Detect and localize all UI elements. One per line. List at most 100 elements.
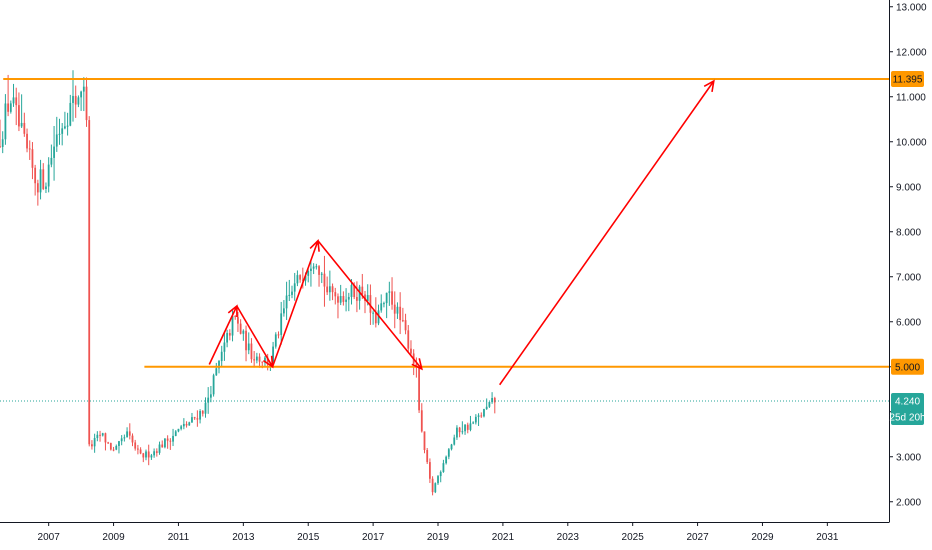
- candle: [180, 424, 183, 431]
- time-axis[interactable]: 2007 2009 2011 2013 2015 2017 2019 2021 2023 2025…: [38, 522, 839, 543]
- candle: [153, 448, 156, 458]
- candle: [123, 434, 126, 442]
- candle: [155, 448, 158, 457]
- level-price-badge: [891, 70, 924, 87]
- trend-arrow[interactable]: [317, 240, 423, 371]
- candle: [182, 418, 185, 430]
- candle: [91, 440, 93, 450]
- candle: [53, 126, 55, 181]
- candle: [277, 331, 280, 339]
- candle: [99, 430, 101, 442]
- candle: [223, 331, 226, 361]
- price-tick-label: 13.000: [896, 2, 927, 13]
- candles-layer: [0, 70, 496, 496]
- candle: [318, 265, 320, 287]
- candle: [164, 438, 166, 449]
- candle: [299, 274, 302, 283]
- candle: [20, 94, 23, 128]
- candle: [423, 431, 426, 454]
- candle: [28, 140, 31, 160]
- candle: [445, 455, 448, 465]
- candle: [380, 294, 383, 313]
- candle: [461, 421, 464, 435]
- price-tick-label: 8.000: [896, 227, 921, 238]
- candle: [339, 284, 342, 306]
- annotation-arrows-layer: [208, 79, 715, 386]
- candle: [458, 426, 461, 438]
- candle: [323, 255, 326, 307]
- horizontal-levels-layer: [3, 77, 889, 368]
- candle: [109, 442, 112, 451]
- candle: [9, 100, 12, 114]
- candle: [331, 283, 334, 301]
- candle: [161, 440, 164, 448]
- candle: [1, 131, 4, 154]
- candle: [134, 439, 137, 451]
- candle: [480, 412, 483, 418]
- candle: [82, 77, 85, 112]
- candle: [169, 438, 172, 450]
- candle: [355, 281, 358, 313]
- candle: [136, 444, 139, 455]
- candle: [420, 403, 423, 433]
- candle: [272, 341, 274, 365]
- candle: [147, 444, 150, 466]
- candle: [104, 432, 107, 451]
- candle: [18, 92, 20, 132]
- candle: [291, 285, 293, 299]
- candle: [158, 441, 161, 455]
- candle: [93, 433, 96, 453]
- candle: [474, 414, 477, 425]
- candle: [15, 87, 18, 126]
- candle: [85, 77, 88, 127]
- candle: [209, 386, 212, 403]
- candle: [172, 428, 174, 447]
- candle: [342, 291, 345, 306]
- time-tick-label: 2031: [816, 532, 839, 543]
- candle: [207, 387, 210, 414]
- candle: [0, 119, 1, 148]
- candle: [307, 269, 310, 283]
- candle: [439, 470, 442, 483]
- candle: [239, 319, 242, 335]
- last-price-badge: [891, 392, 924, 425]
- time-tick-label: 2013: [232, 532, 255, 543]
- candle: [456, 425, 458, 440]
- candle: [282, 300, 285, 317]
- candle: [4, 94, 7, 145]
- candle: [77, 95, 80, 108]
- candle: [426, 447, 429, 465]
- candle: [196, 410, 199, 427]
- time-tick-label: 2021: [492, 532, 515, 543]
- candle: [47, 157, 50, 193]
- candle: [288, 279, 291, 301]
- time-tick-label: 2015: [297, 532, 320, 543]
- candle: [450, 443, 453, 451]
- candle: [493, 396, 496, 414]
- candle: [312, 263, 315, 275]
- trend-arrow[interactable]: [499, 79, 715, 386]
- candle: [393, 291, 396, 329]
- candle: [472, 421, 475, 425]
- candle: [128, 423, 131, 440]
- candle: [142, 452, 145, 463]
- time-tick-label: 2025: [622, 532, 645, 543]
- candle: [391, 277, 393, 310]
- candle: [431, 476, 434, 496]
- candle: [410, 340, 412, 357]
- time-tick-label: 2027: [686, 532, 709, 543]
- candle: [234, 315, 237, 320]
- candle: [418, 365, 420, 414]
- level-price-badge-label: 11.395: [893, 74, 923, 85]
- time-tick-label: 2007: [38, 532, 61, 543]
- candle: [396, 302, 399, 319]
- candle: [112, 446, 115, 452]
- candle: [42, 163, 45, 191]
- candle: [107, 441, 110, 444]
- candle: [101, 432, 104, 437]
- candle: [185, 421, 188, 428]
- candle: [55, 116, 58, 152]
- candle: [358, 284, 361, 310]
- candle: [31, 142, 34, 180]
